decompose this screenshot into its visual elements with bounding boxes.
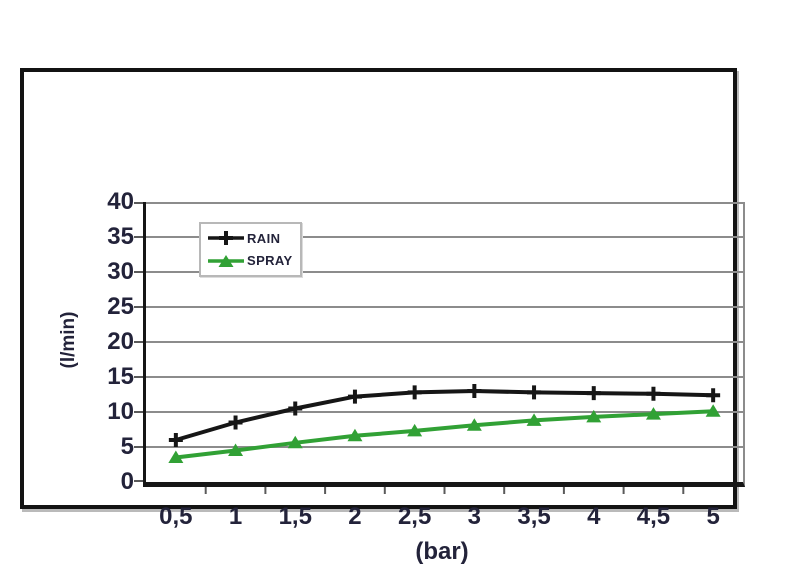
x-tick-label: 4: [587, 503, 601, 530]
y-tick-label: 5: [120, 433, 134, 460]
y-tick-label: 35: [107, 223, 134, 250]
chart-legend: RAIN SPRAY: [199, 222, 302, 277]
y-tick-label: 0: [120, 468, 134, 495]
x-tick-label: 5: [706, 503, 720, 530]
x-tick-label: 3,5: [517, 503, 551, 530]
x-tick-label: 2,5: [397, 503, 432, 530]
x-tick-label: 1,5: [278, 503, 312, 530]
x-axis-title: (bar): [415, 538, 469, 565]
rain-line-plus-marker-icon: [208, 231, 244, 246]
plot-svg: [134, 202, 743, 494]
legend-item-rain: RAIN: [206, 228, 298, 248]
legend-label-rain: RAIN: [247, 230, 281, 246]
legend-label-spray: SPRAY: [247, 253, 293, 269]
y-tick-label: 15: [107, 363, 134, 390]
y-axis-title: (l/min): [58, 311, 79, 369]
y-tick-label: 10: [107, 398, 134, 425]
x-tick-label: 3: [467, 503, 482, 530]
x-tick-label: 4,5: [636, 503, 671, 530]
spray-line-triangle-marker-icon: [208, 254, 244, 267]
x-tick-label: 1: [228, 503, 243, 530]
y-tick-label: 25: [107, 293, 134, 320]
x-tick-label: 2: [348, 503, 362, 530]
chart-frame: 0 5 10 15 20 25 30 35 40 0,5 1 1,5 2 2,5 3 3,5 4 4,5 5 (l…: [20, 68, 745, 565]
x-tick-label: 0,5: [159, 503, 193, 530]
legend-item-spray: SPRAY: [206, 251, 298, 271]
plot-area: [134, 202, 745, 494]
y-tick-label: 40: [107, 188, 134, 215]
y-tick-label: 20: [107, 328, 134, 355]
y-tick-label: 30: [107, 258, 134, 285]
